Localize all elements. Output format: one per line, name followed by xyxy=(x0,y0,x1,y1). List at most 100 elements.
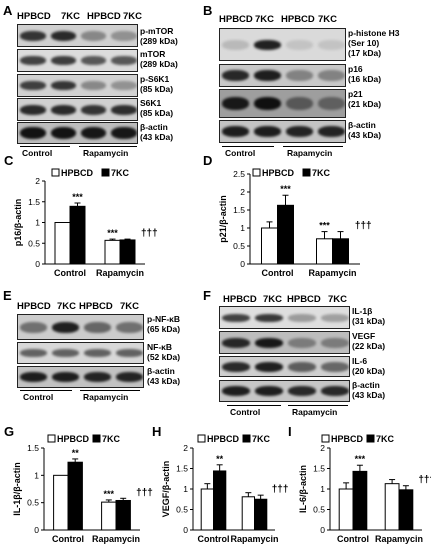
blot-band xyxy=(83,349,111,357)
blot-band xyxy=(222,70,250,81)
significance-mark: ††† xyxy=(141,228,158,239)
bar xyxy=(54,222,71,265)
legend-swatch xyxy=(101,168,110,177)
blot-band xyxy=(20,81,46,90)
y-tick-label: 1.5 xyxy=(28,197,40,207)
lane-header: 7KC xyxy=(318,14,338,25)
chart-panel-letter: H xyxy=(152,424,161,439)
blot-band xyxy=(111,127,137,139)
legend-label: 7KC xyxy=(376,434,395,444)
group-label: Control xyxy=(230,407,261,417)
y-tick-label: 2 xyxy=(183,443,188,453)
blot-band xyxy=(317,70,345,81)
legend-swatch xyxy=(51,168,60,177)
blot-band xyxy=(285,70,313,81)
legend-swatch xyxy=(302,168,311,177)
blot-band xyxy=(287,313,316,322)
y-tick-label: 2 xyxy=(240,187,245,197)
x-tick-label: Control xyxy=(198,534,230,544)
blot-band xyxy=(111,104,137,115)
bar xyxy=(67,461,83,531)
group-label: Rapamycin xyxy=(83,148,129,158)
blot-band xyxy=(115,349,143,357)
blot-label: β-actin (43 kDa) xyxy=(348,120,382,140)
blot-band xyxy=(222,313,251,322)
blot-band xyxy=(52,321,80,333)
legend-swatch xyxy=(366,434,375,443)
blot-label: p16 (16 kDa) xyxy=(348,64,382,84)
group-underline xyxy=(20,146,70,147)
significance-mark: *** xyxy=(319,221,330,231)
blot-label: mTOR (289 kDa) xyxy=(140,49,178,69)
y-tick-label: 1.5 xyxy=(313,464,325,474)
lane-header: 7KC xyxy=(328,294,348,305)
bar xyxy=(69,205,86,265)
y-axis-label: VEGF/β-actin xyxy=(161,461,171,518)
blot-band xyxy=(50,81,77,90)
blot-band xyxy=(111,81,137,90)
lane-header: HPBCD xyxy=(17,11,51,22)
blot-strip xyxy=(219,28,346,61)
y-tick-label: 2 xyxy=(320,443,325,453)
significance-mark: ††† xyxy=(355,221,372,232)
bar xyxy=(241,496,255,531)
y-axis-label: p16/β-actin xyxy=(13,199,23,247)
bar xyxy=(384,483,400,531)
bar xyxy=(213,470,227,531)
blot-band xyxy=(83,321,111,333)
blot-band xyxy=(287,386,316,396)
group-underline xyxy=(79,146,137,147)
blot-band xyxy=(20,349,48,357)
blot-label: IL-1β (31 kDa) xyxy=(352,306,386,326)
blot-band xyxy=(222,361,251,372)
lane-header: 7KC xyxy=(123,11,143,22)
blot-label: p-S6K1 (85 kDa) xyxy=(140,74,174,94)
blot-band xyxy=(111,30,137,41)
blot-band xyxy=(52,349,80,357)
significance-mark: ††† xyxy=(136,487,153,498)
panel-f-letter: F xyxy=(203,288,211,303)
y-axis-label: IL-1β/β-actin xyxy=(12,462,22,516)
y-tick-label: 0 xyxy=(183,525,188,535)
bar xyxy=(332,238,349,265)
y-tick-label: 0.5 xyxy=(233,241,245,251)
panel-a-letter: A xyxy=(3,3,13,18)
y-tick-label: 1.5 xyxy=(233,205,245,215)
panel-b-letter: B xyxy=(203,3,213,18)
x-tick-label: Rapamycin xyxy=(92,534,140,544)
blot-band xyxy=(255,386,284,396)
bar xyxy=(115,499,131,531)
blot-strip xyxy=(17,342,144,364)
lane-header: 7KC xyxy=(263,294,283,305)
blot-band xyxy=(52,372,80,382)
blot-band xyxy=(222,386,251,396)
blot-label: p-mTOR (289 kDa) xyxy=(140,26,178,46)
blot-label: β-actin (43 kDa) xyxy=(352,380,386,400)
blot-band xyxy=(111,56,137,65)
blot-strip xyxy=(17,122,138,144)
bar xyxy=(277,204,294,265)
blot-band xyxy=(285,97,313,110)
y-tick-label: 0.5 xyxy=(27,498,39,508)
chart-panel-letter: C xyxy=(4,153,14,168)
y-tick-label: 2.5 xyxy=(233,169,245,179)
legend-swatch xyxy=(321,434,330,443)
blot-strip xyxy=(219,89,346,118)
blot-band xyxy=(50,30,77,41)
blot-band xyxy=(320,313,349,322)
blot-label: IL-6 (20 kDa) xyxy=(352,356,386,376)
blot-band xyxy=(20,104,46,115)
blot-band xyxy=(20,56,46,65)
blot-band xyxy=(285,126,313,137)
group-underline xyxy=(80,390,140,391)
legend-label: HPBCD xyxy=(262,168,295,178)
bar xyxy=(119,239,136,265)
blot-label: NF-κB (52 kDa) xyxy=(147,342,181,362)
blot-strip xyxy=(17,314,144,340)
blot-label: VEGF (22 kDa) xyxy=(352,331,386,351)
blot-strip xyxy=(219,64,346,87)
blot-strip xyxy=(219,356,350,377)
bar xyxy=(104,239,121,265)
y-tick-label: 0.5 xyxy=(176,505,188,515)
y-tick-label: 1 xyxy=(240,223,245,233)
